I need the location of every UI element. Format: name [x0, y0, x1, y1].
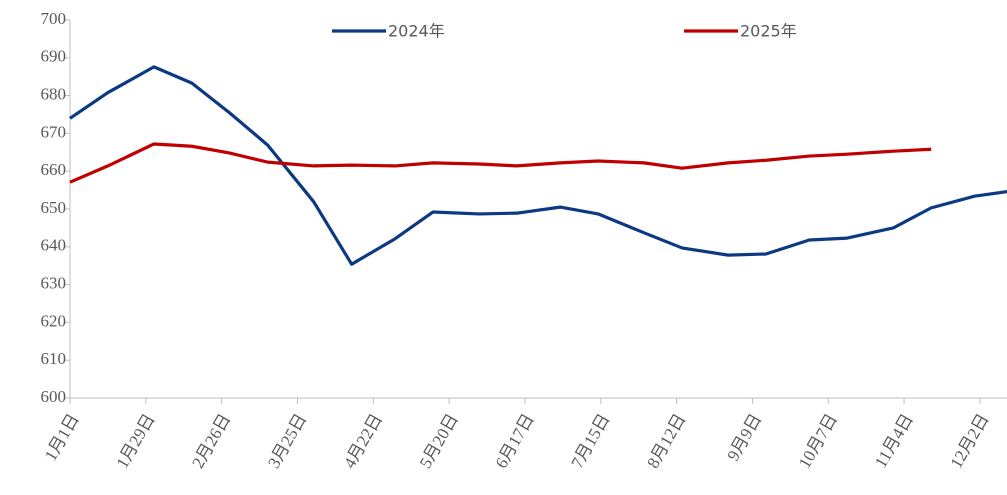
x-tick-label: 6月17日: [492, 410, 538, 471]
x-tick-label: 2月26日: [188, 410, 234, 471]
x-tick-label: 12月2日: [947, 410, 993, 471]
x-tick-label: 10月7日: [795, 410, 841, 471]
y-tick-label: 620: [41, 311, 67, 330]
y-tick-label: 680: [41, 85, 67, 104]
y-tick-label: 650: [41, 198, 67, 217]
x-tick-label: 1月1日: [41, 410, 83, 464]
x-tick-label: 9月9日: [723, 410, 765, 464]
x-tick-label: 8月12日: [643, 410, 689, 471]
y-tick-label: 660: [41, 160, 67, 179]
axes: 600 610 620 630 640 650 660 670 680 690 700 1月1日 1月2…: [41, 9, 1007, 471]
y-tick-label: 690: [41, 47, 67, 66]
y-tick-label: 630: [41, 274, 67, 293]
y-tick-label: 600: [41, 387, 67, 406]
series-line: [69, 142, 932, 184]
legend: 2024年 2025年: [332, 22, 797, 41]
legend-label: 2025年: [740, 22, 797, 41]
y-tick-label: 610: [41, 349, 67, 368]
legend-label: 2024年: [388, 22, 445, 41]
x-tick-label: 7月15日: [567, 410, 613, 471]
y-tick-label: 670: [41, 122, 67, 141]
x-tick-label: 3月25日: [264, 410, 310, 471]
x-tick-label: 11月4日: [871, 410, 917, 470]
series-line: [69, 65, 1007, 266]
x-tick-label: 5月20日: [416, 410, 462, 471]
y-tick-label: 640: [41, 236, 67, 255]
plot-area: [69, 65, 1007, 266]
x-tick-label: 1月29日: [112, 410, 158, 471]
x-tick-label: 4月22日: [340, 410, 386, 471]
y-tick-label: 700: [41, 9, 67, 28]
